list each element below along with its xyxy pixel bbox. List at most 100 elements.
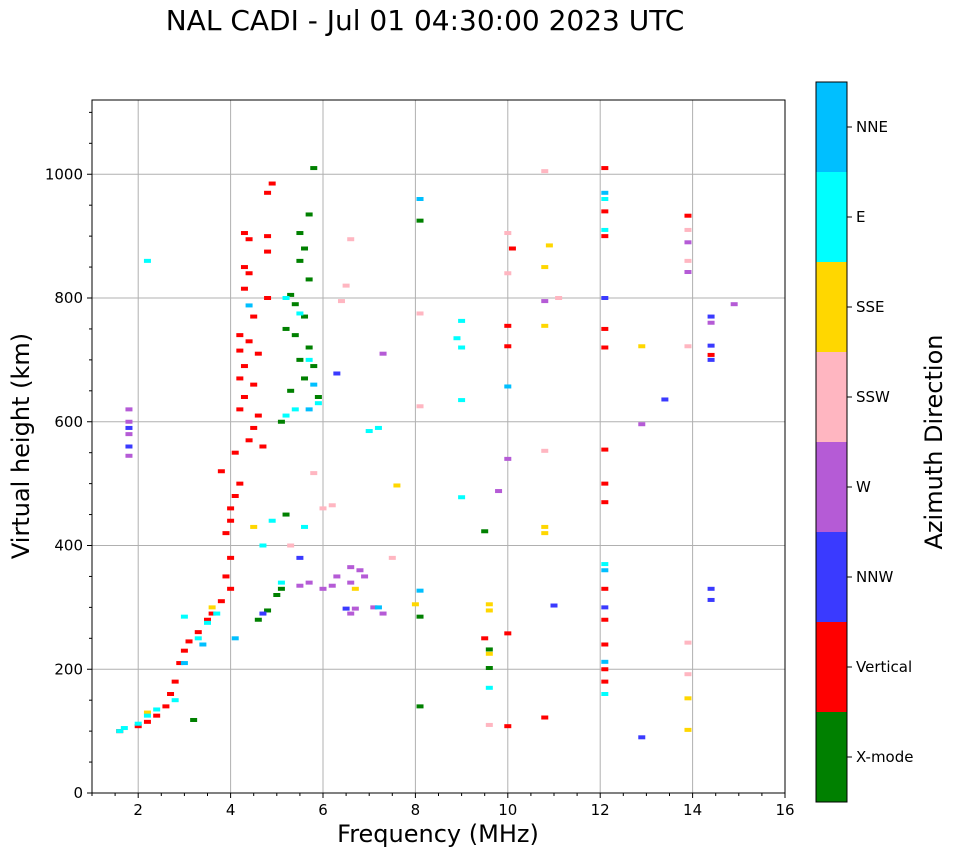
echo-mark-vertical [250, 382, 258, 387]
echo-mark-sse [143, 710, 151, 715]
echo-mark-sse [541, 323, 549, 328]
echo-mark-ssw [504, 271, 512, 276]
echo-mark-vertical [601, 642, 609, 647]
echo-mark-nnw [707, 314, 715, 319]
echo-mark-sse [393, 483, 401, 488]
echo-mark-vertical [601, 209, 609, 214]
echo-mark-vertical [504, 344, 512, 349]
echo-mark-sse [541, 265, 549, 270]
echo-mark-vertical [171, 679, 179, 684]
echo-mark-nne [310, 382, 318, 387]
echo-mark-w [495, 489, 503, 494]
echo-mark-e [601, 692, 609, 696]
echo-mark-x-mode [190, 717, 198, 722]
echo-mark-w [707, 320, 715, 325]
echo-mark-vertical [601, 500, 609, 505]
echo-mark-sse [351, 586, 359, 591]
echo-mark-sse [541, 524, 549, 529]
echo-mark-ssw [347, 237, 355, 242]
echo-mark-vertical [208, 611, 216, 616]
echo-mark-e [143, 713, 151, 718]
echo-mark-nne [416, 588, 424, 593]
echo-mark-w [541, 299, 549, 304]
echo-mark-e [213, 611, 221, 616]
echo-mark-vertical [240, 286, 248, 291]
colorbar-block-nne [816, 82, 847, 172]
echo-mark-nne [416, 197, 424, 201]
echo-mark-ssw [504, 231, 512, 236]
echo-mark-x-mode [314, 395, 322, 399]
chart-title: NAL CADI - Jul 01 04:30:00 2023 UTC [165, 4, 685, 37]
colorbar-label: NNE [856, 118, 888, 136]
echo-mark-x-mode [287, 292, 295, 297]
echo-mark-w [730, 302, 738, 307]
echo-mark-w [347, 611, 355, 616]
colorbar-label: SSE [856, 298, 885, 316]
echo-mark-w [361, 574, 369, 579]
echo-mark-x-mode [310, 364, 318, 369]
echo-mark-ssw [337, 299, 345, 304]
echo-mark-w [638, 422, 646, 427]
echo-mark-vertical [217, 469, 225, 474]
echo-mark-e [453, 336, 461, 341]
colorbar-label: NNW [856, 568, 893, 586]
echo-mark-w [305, 580, 313, 585]
echo-mark-x-mode [277, 586, 285, 591]
echo-mark-nnw [125, 444, 133, 449]
echo-mark-nnw [661, 397, 669, 402]
echo-mark-vertical [222, 574, 230, 579]
echo-mark-sse [541, 531, 549, 536]
x-tick-label: 8 [411, 801, 421, 819]
echo-mark-sse [684, 696, 692, 701]
echo-mark-vertical [153, 713, 161, 718]
echo-mark-ssw [555, 296, 563, 300]
echo-mark-nnw [125, 425, 133, 430]
echo-mark-e [259, 543, 267, 548]
colorbar-label: Vertical [856, 658, 912, 676]
echo-mark-e [458, 318, 466, 323]
echo-mark-vertical [601, 326, 609, 331]
echo-mark-w [125, 419, 133, 424]
echo-mark-x-mode [282, 326, 290, 331]
echo-mark-vertical [240, 395, 248, 399]
echo-mark-vertical [231, 450, 239, 455]
grid-lines [92, 100, 786, 794]
echo-mark-vertical [162, 704, 170, 709]
echo-mark-vertical [254, 413, 262, 418]
colorbar-block-e [816, 172, 847, 262]
echo-mark-nnw [601, 605, 609, 610]
echo-mark-nnw [259, 611, 267, 616]
echo-mark-sse [485, 608, 493, 613]
echo-mark-vertical [236, 348, 244, 353]
echo-mark-w [347, 565, 355, 570]
echo-mark-nnw [342, 606, 350, 611]
echo-mark-w [125, 407, 133, 412]
echo-mark-vertical [245, 271, 253, 276]
echo-mark-w [351, 606, 359, 611]
echo-mark-e [485, 685, 493, 690]
echo-mark-vertical [245, 438, 253, 443]
echo-mark-x-mode [416, 614, 424, 619]
echo-mark-vertical [504, 724, 512, 729]
echo-mark-w [684, 240, 692, 245]
colorbar-labels: X-mode Vertical NNW W SSW SSE E NNE [847, 118, 913, 766]
echo-mark-vertical [264, 190, 272, 195]
echo-mark-x-mode [282, 512, 290, 517]
colorbar-frame [815, 81, 848, 803]
echo-mark-nnw [707, 357, 715, 362]
echo-mark-x-mode [310, 166, 318, 171]
echo-mark-sse [684, 727, 692, 732]
echo-mark-e [116, 729, 124, 734]
echo-mark-nne [305, 407, 313, 412]
echo-mark-sse [545, 243, 553, 248]
echo-mark-x-mode [305, 277, 313, 282]
y-tick-label: 400 [54, 537, 83, 555]
echo-mark-sse [250, 524, 258, 529]
echo-mark-nne [504, 384, 512, 389]
echo-mark-x-mode [254, 617, 262, 622]
y-tick-label: 200 [54, 660, 83, 678]
echo-mark-nne [199, 642, 207, 647]
echo-mark-e [194, 636, 202, 641]
echo-mark-vertical [167, 692, 175, 696]
echo-mark-ssw [319, 506, 327, 511]
